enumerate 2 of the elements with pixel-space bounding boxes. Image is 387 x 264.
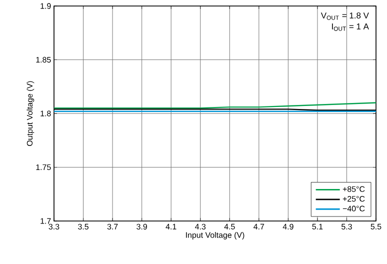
annotation: V$_{OUT}$ = 1.8 V (320, 12, 369, 20)
annotation: I$_{OUT}$ = 1 A (332, 24, 369, 31)
